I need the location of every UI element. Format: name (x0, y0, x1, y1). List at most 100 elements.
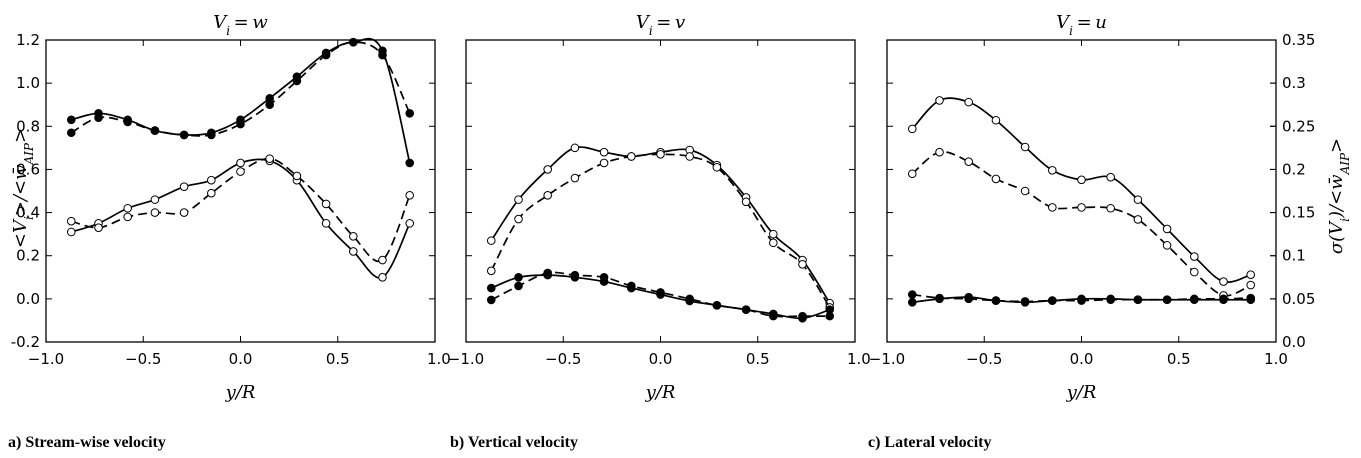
data-point (321, 199, 331, 209)
y-tick-label: 0.2 (16, 247, 40, 265)
data-point (207, 175, 216, 185)
y-tick-label: 1.0 (16, 74, 40, 92)
data-point (712, 301, 722, 310)
data-point (685, 294, 694, 304)
data-point (66, 115, 76, 125)
data-point (321, 50, 331, 60)
data-point (769, 238, 778, 248)
data-point (798, 311, 807, 321)
data-point (349, 37, 358, 47)
data-point (991, 296, 1001, 305)
x-tick-label: −1.0 (869, 350, 905, 368)
data-point (486, 283, 496, 293)
data-point (514, 214, 523, 224)
data-point (150, 195, 160, 204)
data-point (991, 174, 1001, 184)
x-tick-label: −0.5 (545, 350, 581, 368)
x-axis-label: y/R (225, 382, 256, 403)
data-point (1246, 293, 1256, 303)
axis-labels: <Vi>/<w̄AIP> σ(Vi)/<w̄AIP> (10, 128, 1352, 254)
data-point (486, 236, 496, 245)
data-point (1162, 241, 1172, 250)
data-point (1020, 297, 1030, 306)
data-point (685, 152, 694, 161)
data-point (935, 96, 944, 105)
data-point (514, 195, 523, 204)
y-axis-label-left: <Vi>/<w̄AIP> (10, 128, 36, 248)
x-axis-label: y/R (645, 382, 676, 403)
data-point (1162, 224, 1172, 234)
data-point (712, 162, 722, 172)
y2-tick-label: 0.2 (1282, 160, 1306, 178)
panel-title: Vi = v (636, 12, 685, 38)
data-point (599, 147, 609, 157)
data-point (207, 130, 216, 140)
x-tick-label: 0.5 (746, 350, 770, 368)
data-point (656, 288, 665, 297)
data-point (599, 158, 609, 168)
x-tick-label: 0.0 (1070, 350, 1094, 368)
data-point (570, 143, 580, 153)
x-tick-label: 1.0 (847, 350, 871, 368)
series-line-1 (911, 97, 1251, 284)
y-axis-label-right: σ(Vi)/<w̄AIP> (1326, 138, 1352, 254)
x-tick-label: 0.0 (229, 350, 253, 368)
data-point (123, 212, 132, 222)
data-point (378, 272, 387, 282)
data-point (292, 171, 302, 181)
data-point (543, 165, 552, 174)
data-point (627, 152, 636, 161)
plot-frame (45, 39, 436, 343)
data-point (1106, 172, 1115, 182)
data-point (769, 229, 778, 239)
plots-layer: Vi = w −1.0 −0.5 0.0 0.5 1.0 y/R -0.2 0.0 0.2 0.4 0… (11, 12, 1316, 403)
data-point (1048, 165, 1057, 175)
data-point (907, 169, 917, 179)
data-point (1190, 294, 1199, 304)
data-point (179, 208, 189, 217)
data-point (514, 281, 523, 291)
data-point (236, 167, 245, 176)
data-point (405, 158, 415, 168)
data-point (405, 191, 415, 200)
data-point (486, 266, 496, 276)
data-point (66, 227, 76, 237)
data-point (991, 115, 1001, 125)
x-tick-label: 1.0 (1264, 350, 1288, 368)
data-point (907, 124, 917, 134)
panel-b: Vi = v −1.0 −0.5 0.0 0.5 1.0 y/R (448, 12, 871, 403)
data-point (1106, 203, 1115, 213)
data-point (514, 272, 523, 282)
data-point (825, 311, 835, 321)
data-point (769, 311, 778, 321)
data-point (265, 154, 274, 163)
y2-tick-label: 0.1 (1282, 247, 1306, 265)
data-point (486, 295, 496, 305)
y-tick-label: 0.0 (16, 290, 40, 308)
data-point (964, 294, 973, 304)
data-point (1048, 296, 1057, 305)
panel-title: Vi = u (1056, 12, 1107, 38)
data-point (907, 298, 917, 307)
data-point (94, 113, 103, 122)
x-tick-label: −1.0 (448, 350, 484, 368)
data-point (179, 130, 189, 140)
data-point (1133, 295, 1143, 305)
panel-a: Vi = w −1.0 −0.5 0.0 0.5 1.0 y/R -0.2 0.0 0.2 0.4 0… (11, 12, 451, 403)
data-point (1077, 296, 1086, 305)
data-point (123, 203, 132, 213)
data-point (236, 119, 245, 129)
data-point (321, 219, 331, 228)
data-point (66, 216, 76, 226)
data-point (1246, 280, 1256, 290)
data-point (1219, 294, 1228, 304)
data-point (907, 290, 917, 299)
data-point (1077, 203, 1086, 212)
series-line-1 (490, 146, 831, 304)
data-point (150, 126, 160, 135)
y-tick-label: -0.2 (11, 333, 40, 351)
data-point (1106, 295, 1115, 305)
data-point (741, 305, 751, 314)
data-point (656, 150, 665, 159)
